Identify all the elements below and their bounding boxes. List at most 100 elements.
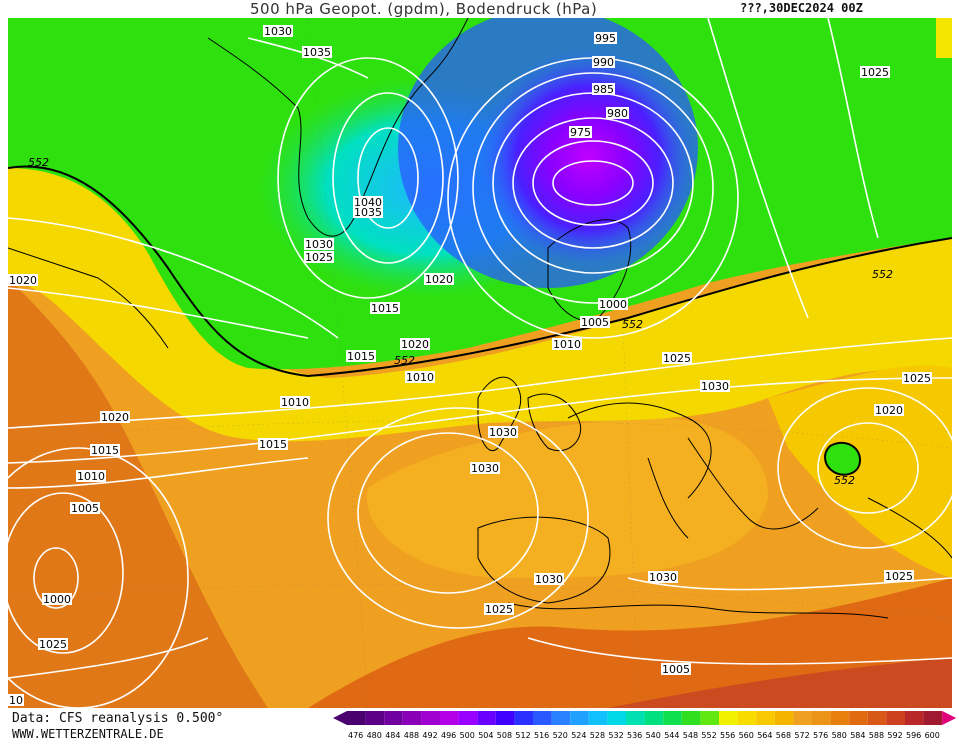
colorbar-swatch	[570, 711, 589, 725]
colorbar-tick-label: 500	[460, 731, 475, 740]
isobar-label: 1035	[353, 206, 383, 219]
purple-low	[478, 48, 698, 268]
isobar-label-bg	[405, 371, 435, 383]
isobar-label-bg	[534, 573, 564, 585]
colorbar-swatch	[830, 711, 850, 725]
colorbar-tick-label: 488	[404, 731, 419, 740]
isobar-label-text: 1020	[101, 411, 129, 424]
isobar-label-bg	[258, 438, 288, 450]
isobar-label-text: 1005	[662, 663, 690, 676]
colorbar-tick-label: 552	[701, 731, 716, 740]
isobar-label-text: 985	[593, 83, 614, 96]
isobar-label: 1015	[346, 350, 376, 363]
geopotential-labels: 552 552 552 552 552	[28, 156, 893, 487]
map-date: ???,30DEC2024 00Z	[740, 1, 863, 15]
dark-orange-region	[8, 278, 268, 708]
colorbar-swatch	[700, 711, 719, 725]
colorbar-swatch	[514, 711, 533, 725]
isobar-label-text: 1025	[903, 372, 931, 385]
colorbar-swatch	[626, 711, 645, 725]
isobar-label-bg	[76, 470, 106, 482]
coastlines	[8, 18, 952, 619]
isobar-label: 1030	[304, 238, 334, 251]
colorbar-tick-label: 568	[776, 731, 791, 740]
isobar-label-text: 1030	[471, 462, 499, 475]
colorbar-swatch	[458, 711, 478, 725]
yellow-east	[768, 365, 952, 578]
colorbar-tick-label: 480	[367, 731, 382, 740]
isobar-label: 1020	[400, 338, 430, 351]
isobar-label-bg	[304, 238, 334, 250]
isobar-label: 10	[8, 694, 24, 707]
isobar-label-bg	[569, 126, 592, 138]
isobar-label-bg	[42, 593, 72, 605]
isobar-label-bg	[38, 638, 68, 650]
isobar-label-bg	[400, 338, 430, 350]
colorbar-swatch	[923, 711, 943, 725]
isobar-label-text: 1015	[371, 302, 399, 315]
isobar-label-text: 1005	[581, 316, 609, 329]
colorbar-tick-label: 600	[925, 731, 940, 740]
isobar-label-bg	[488, 426, 518, 438]
colorbar-tick-label: 564	[757, 731, 772, 740]
isobar-label: 975	[569, 126, 592, 139]
light-orange-region	[367, 417, 768, 578]
isobar-label-text: 1030	[701, 380, 729, 393]
data-source: Data: CFS reanalysis 0.500°	[12, 711, 224, 726]
isobars	[8, 18, 952, 708]
colorbar-tick-label: 516	[534, 731, 549, 740]
colorbar-tick-label: 592	[887, 731, 902, 740]
isobar-label-bg	[353, 196, 383, 208]
geopotential-label: 552	[28, 156, 49, 169]
isobar-label: 1000	[598, 298, 628, 311]
isobar-label: 1025	[860, 66, 890, 79]
colorbar-tick-label: 476	[348, 731, 363, 740]
isobar-label-bg	[592, 56, 615, 68]
isobar-label: 1030	[470, 462, 500, 475]
colorbar-swatch	[756, 711, 775, 725]
colorbar-swatch	[533, 711, 552, 725]
isobar-label: 1005	[580, 316, 610, 329]
colorbar-tick-label: 560	[739, 731, 754, 740]
isobar-label-bg	[484, 603, 514, 615]
isobar-label: 1010	[280, 396, 310, 409]
isobar-label-text: 1020	[875, 404, 903, 417]
color-scale-legend: 476 480 484 488 492 496 500 504 508 512 516 520 524 5…	[333, 711, 957, 745]
isobar-label: 1005	[70, 502, 100, 515]
isobar-label-text: 1030	[649, 571, 677, 584]
isobar-label-bg	[700, 380, 730, 392]
isobar-label: 1000	[42, 593, 72, 606]
colorbar-swatch	[774, 711, 794, 725]
geopotential-contour-552-se	[824, 441, 862, 476]
isobar-label: 1015	[90, 444, 120, 457]
isobar-label: 1010	[76, 470, 106, 483]
colorbar-tick-label: 528	[590, 731, 605, 740]
isobar-label-bg	[884, 570, 914, 582]
isobar-label: 1030	[263, 25, 293, 38]
yellow-strip-ne	[936, 18, 952, 58]
colorbar-swatch	[849, 711, 868, 725]
isobar-label: 1025	[884, 570, 914, 583]
isobar-label-text: 1030	[264, 25, 292, 38]
isobar-label-bg	[594, 32, 617, 44]
isobar-label-bg	[302, 46, 332, 58]
isobar-label: 985	[592, 83, 615, 96]
isobar-label-bg	[370, 302, 400, 314]
isobar-label: 1040	[353, 196, 383, 209]
colorbar-swatch	[905, 711, 924, 725]
isobar-label-bg	[100, 411, 130, 423]
colorbar-swatch	[886, 711, 905, 725]
isobar-label-text: 995	[595, 32, 616, 45]
colorbar-tick-label: 584	[850, 731, 865, 740]
isobar-label-text: 990	[593, 56, 614, 69]
geopotential-contour-552	[8, 165, 952, 378]
colorbar-swatch	[477, 711, 496, 725]
yellow-band	[8, 166, 952, 442]
isobar-label-text: 1025	[885, 570, 913, 583]
isobar-label-text: 1030	[305, 238, 333, 251]
isobar-label-text: 10	[9, 694, 23, 707]
geopotential-label: 552	[622, 318, 643, 331]
isobar-label-bg	[424, 273, 454, 285]
colorbar-tick-label: 540	[646, 731, 661, 740]
isobar-label: 1025	[484, 603, 514, 616]
